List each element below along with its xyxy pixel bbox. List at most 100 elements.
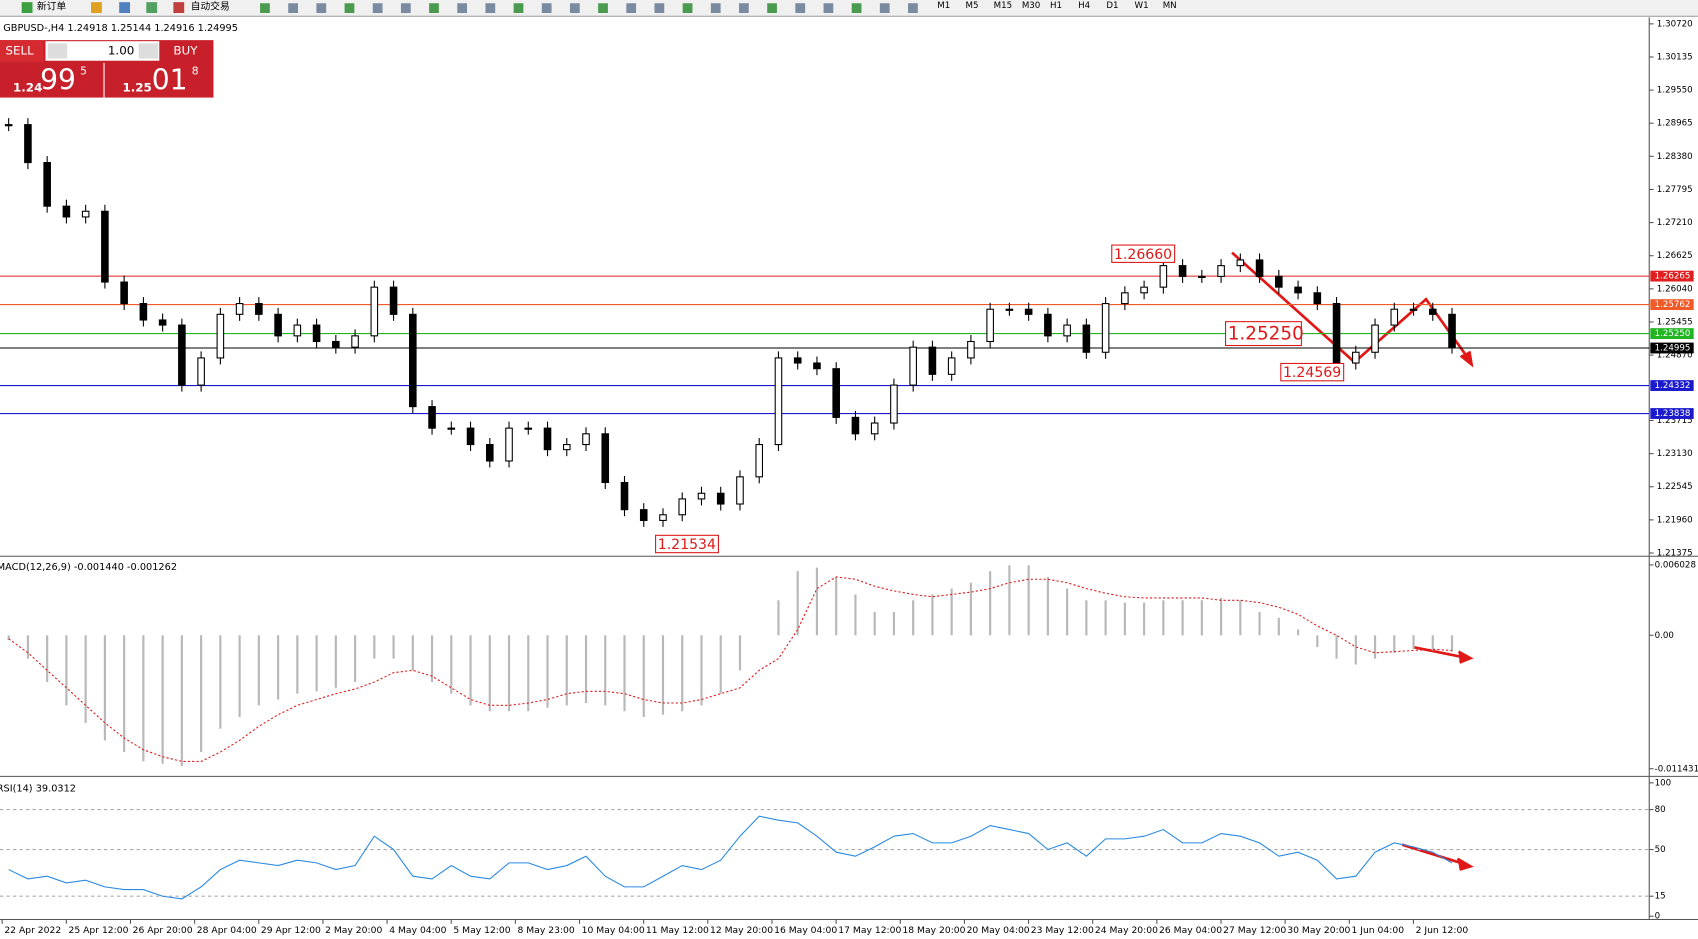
y-tick-label: 50: [1655, 845, 1666, 855]
trade-panel: SELL 1.00 BUY 1.24 99 5 1.25 01 8: [0, 40, 214, 98]
candle: [1428, 308, 1437, 315]
timeframe[interactable]: H4: [1078, 1, 1091, 11]
tool-icon[interactable]: [739, 3, 749, 14]
candle: [81, 210, 90, 218]
icon[interactable]: [146, 2, 158, 14]
x-tick-label: 20 May 04:00: [967, 925, 1030, 936]
price-tag-label: 1.24332: [1655, 381, 1691, 391]
timeframe[interactable]: M5: [965, 1, 978, 11]
y-tick-label: 1.29550: [1657, 86, 1693, 96]
candle: [1371, 324, 1379, 353]
candle: [1352, 351, 1360, 364]
tool-icon[interactable]: [879, 3, 890, 14]
bid-small: 5: [80, 65, 87, 78]
candle: [24, 124, 32, 164]
price-annotation-box: [655, 534, 719, 554]
y-tick-label: 1.27210: [1657, 218, 1693, 228]
buy-label[interactable]: BUY: [173, 43, 198, 57]
candle: [351, 335, 359, 348]
tool-icon[interactable]: [795, 3, 806, 14]
icon[interactable]: [91, 2, 102, 14]
tool-icon[interactable]: [626, 3, 637, 14]
candle: [736, 476, 744, 505]
candle: [120, 281, 128, 305]
tool-icon[interactable]: [457, 3, 468, 14]
lot-down[interactable]: [47, 43, 68, 59]
tool-icon[interactable]: [316, 3, 327, 14]
x-tick-label: 4 May 04:00: [389, 925, 446, 936]
symbol-info: GBPUSD-,H4 1.24918 1.25144 1.24916 1.249…: [3, 23, 238, 34]
candle: [1005, 308, 1014, 311]
price-annotation-box: [1225, 321, 1302, 347]
tool-icon[interactable]: [344, 3, 355, 14]
candle: [678, 498, 687, 516]
tool-icon[interactable]: [654, 3, 665, 14]
candle: [639, 509, 648, 521]
sell-label[interactable]: SELL: [5, 43, 34, 57]
y-tick-label: 1.30720: [1657, 19, 1693, 29]
timeframe[interactable]: M30: [1022, 1, 1040, 11]
toolbar: [0, 0, 1698, 17]
tool-icon[interactable]: [908, 3, 918, 14]
timeframe[interactable]: M15: [994, 1, 1012, 11]
ask-big: 1.25: [122, 80, 151, 94]
candle: [1198, 275, 1206, 279]
tool-icon[interactable]: [485, 3, 496, 14]
y-tick-label: 1.25455: [1657, 317, 1693, 327]
tool-icon[interactable]: [767, 3, 777, 14]
y-tick-label: 1.22545: [1657, 482, 1693, 492]
price-tag-label: 1.25762: [1655, 300, 1691, 310]
candle: [986, 308, 994, 343]
tool-icon[interactable]: [823, 3, 834, 14]
tool-icons: [260, 3, 918, 14]
sell-button[interactable]: [0, 40, 44, 62]
x-tick-label: 8 May 23:00: [518, 925, 575, 936]
new-order[interactable]: 新订单: [37, 0, 66, 13]
y-tick-label: 1.26040: [1657, 284, 1693, 294]
tool-icon[interactable]: [682, 3, 693, 14]
icon[interactable]: [173, 2, 185, 14]
candle: [1332, 303, 1341, 364]
x-tick-label: 27 May 12:00: [1223, 925, 1286, 936]
candle: [1390, 308, 1399, 326]
tool-icon[interactable]: [851, 3, 862, 14]
x-tick-label: 1 Jun 04:00: [1351, 925, 1404, 936]
tool-icon[interactable]: [260, 3, 270, 14]
tool-icon[interactable]: [372, 3, 383, 14]
tool-icon[interactable]: [710, 3, 721, 14]
candle: [543, 427, 552, 451]
candle: [832, 368, 840, 418]
tool-icon[interactable]: [429, 3, 439, 14]
tool-icon[interactable]: [569, 3, 580, 14]
y-tick-label: 1.23715: [1657, 416, 1693, 426]
y-tick-label: 1.28965: [1657, 119, 1693, 129]
timeframe[interactable]: MN: [1163, 1, 1177, 11]
y-tick-label: 0.006028: [1655, 560, 1696, 570]
icon[interactable]: [119, 2, 131, 14]
icon[interactable]: [21, 2, 33, 14]
candle: [389, 286, 398, 315]
tool-icon[interactable]: [598, 3, 608, 14]
auto-trading[interactable]: 自动交易: [191, 0, 230, 13]
timeframe[interactable]: D1: [1106, 1, 1118, 11]
candle: [1448, 313, 1456, 348]
candle: [1044, 313, 1052, 337]
tool-icon[interactable]: [513, 3, 524, 14]
y-tick-label: 0: [1655, 912, 1661, 922]
lot-up[interactable]: [138, 43, 159, 59]
lot-input[interactable]: 1.00: [108, 43, 135, 57]
y-tick-label: 100: [1655, 778, 1672, 788]
macd-signal: [8, 576, 1453, 762]
price-tag: [1650, 380, 1694, 391]
trend-arrows: [1231, 251, 1474, 871]
timeframe[interactable]: W1: [1135, 1, 1149, 11]
tool-icon[interactable]: [288, 3, 298, 14]
candle: [370, 286, 379, 337]
y-tick-label: 1.30135: [1657, 52, 1693, 62]
timeframe[interactable]: M1: [937, 1, 950, 11]
timeframe[interactable]: H1: [1050, 1, 1062, 11]
candle: [562, 444, 571, 451]
tool-icon[interactable]: [400, 3, 411, 14]
x-tick-label: 29 Apr 12:00: [261, 925, 321, 936]
tool-icon[interactable]: [541, 3, 552, 14]
